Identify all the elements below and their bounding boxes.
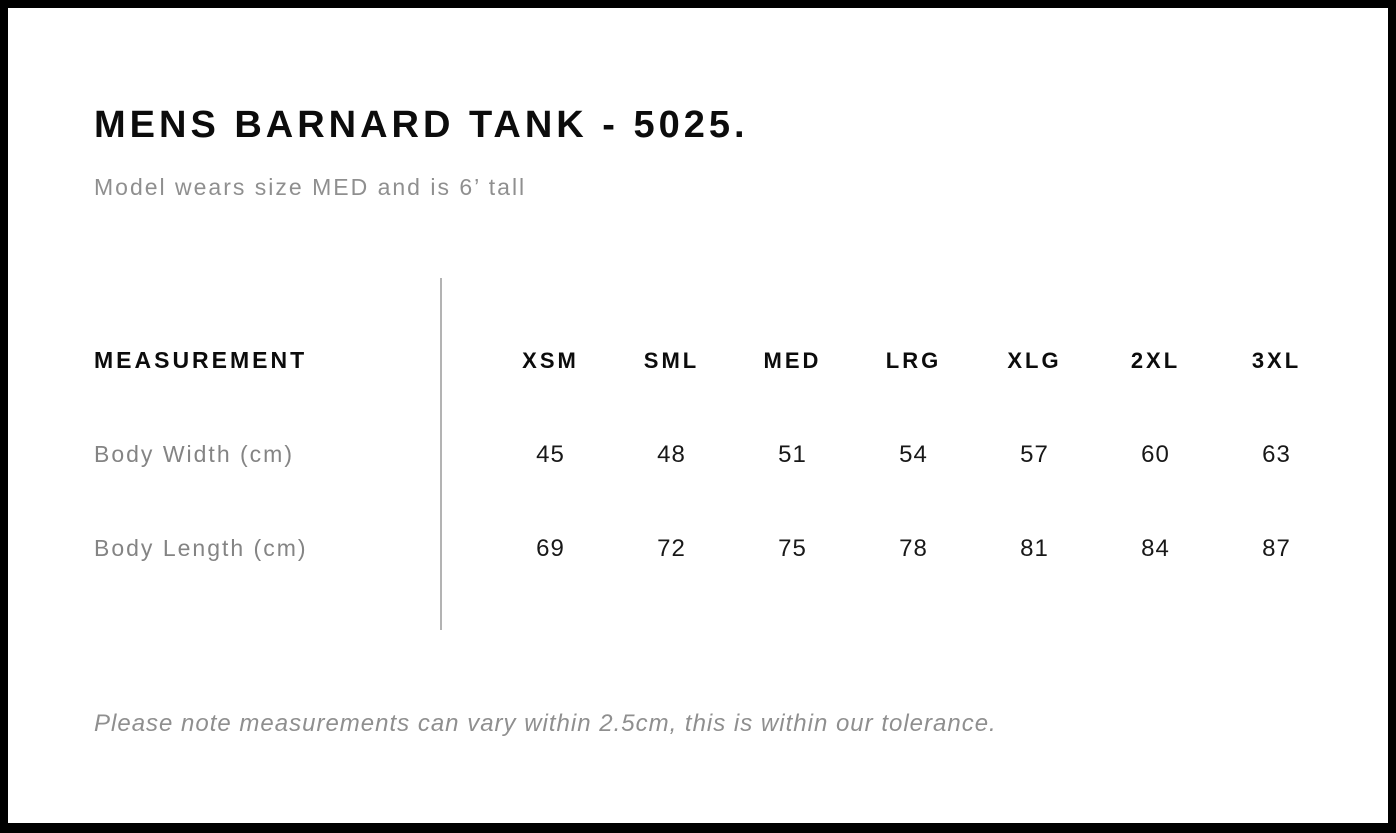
size-header-cells: XSM SML MED LRG XLG 2XL 3XL <box>490 349 1337 373</box>
size-value: 54 <box>899 441 928 469</box>
size-column-header: 2XL <box>1130 348 1181 374</box>
size-column-header: XSM <box>522 348 579 374</box>
page-title: MENS BARNARD TANK - 5025. <box>94 104 749 146</box>
size-value: 48 <box>657 441 686 469</box>
size-value-cells: 69 72 75 78 81 84 87 <box>490 537 1337 561</box>
model-info-subtitle: Model wears size MED and is 6’ tall <box>94 173 527 200</box>
size-value-cells: 45 48 51 54 57 60 63 <box>490 443 1337 467</box>
table-body: Body Width (cm) 45 48 51 54 57 60 63 Body Length… <box>94 442 1337 561</box>
size-column-header: XLG <box>1007 348 1062 374</box>
size-value: 72 <box>657 535 686 563</box>
size-value: 63 <box>1262 441 1291 469</box>
size-column-header: 3XL <box>1251 348 1302 374</box>
size-chart-table: MEASUREMENT XSM SML MED LRG XLG 2XL 3XL Body W… <box>94 278 1337 631</box>
size-value: 69 <box>536 535 565 563</box>
row-label: Body Width (cm) <box>94 441 294 468</box>
size-column-header: LRG <box>885 348 942 374</box>
size-value: 78 <box>899 535 928 563</box>
size-column-header: SML <box>643 348 700 374</box>
column-divider <box>440 278 442 631</box>
size-value: 60 <box>1141 441 1170 469</box>
page-content: MENS BARNARD TANK - 5025. Model wears si… <box>8 104 1388 739</box>
size-value: 84 <box>1141 535 1170 563</box>
size-value: 51 <box>778 441 807 469</box>
size-value: 81 <box>1020 535 1049 563</box>
size-value: 87 <box>1262 535 1291 563</box>
size-column-header: MED <box>763 348 822 374</box>
row-label: Body Length (cm) <box>94 535 308 562</box>
measurement-column-header: MEASUREMENT <box>94 347 308 374</box>
tolerance-note: Please note measurements can vary within… <box>94 710 997 738</box>
table-header-row: MEASUREMENT XSM SML MED LRG XLG 2XL 3XL <box>94 278 1337 373</box>
table-row: Body Length (cm) 69 72 75 78 81 84 87 <box>94 536 1337 561</box>
size-value: 57 <box>1020 441 1049 469</box>
table-row: Body Width (cm) 45 48 51 54 57 60 63 <box>94 442 1337 467</box>
size-value: 45 <box>536 441 565 469</box>
size-value: 75 <box>778 535 807 563</box>
